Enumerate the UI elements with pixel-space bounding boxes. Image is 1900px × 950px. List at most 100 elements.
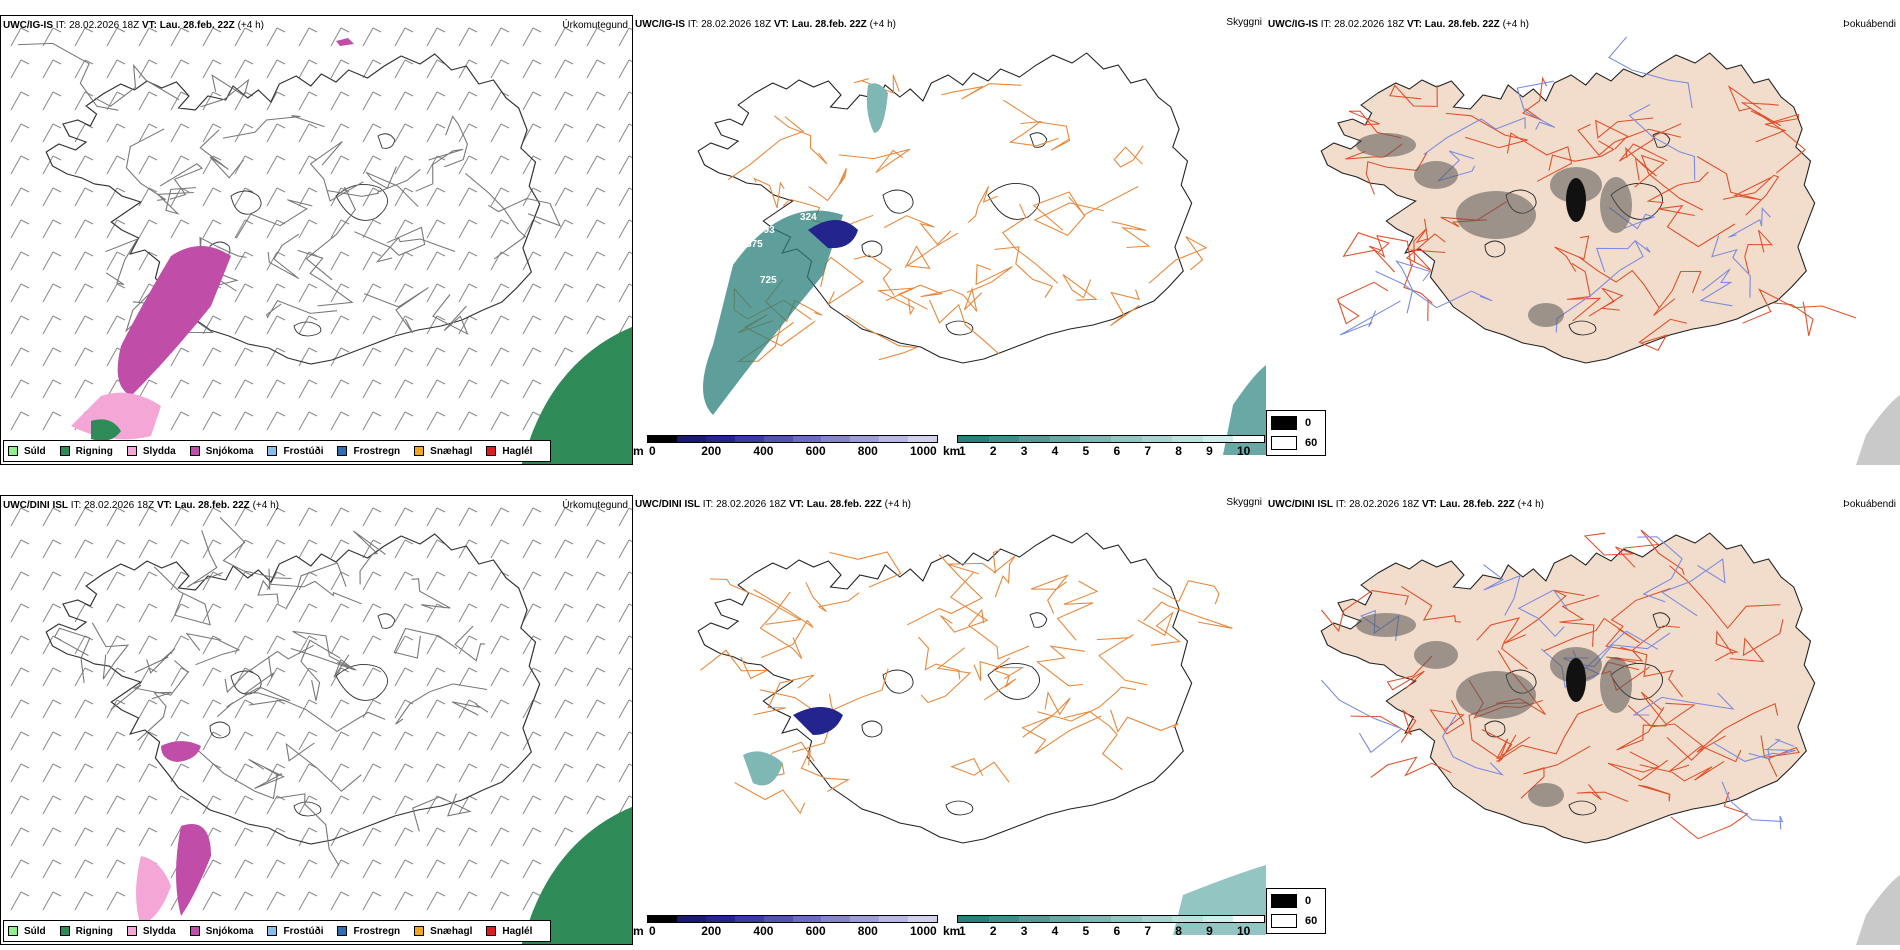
wind-barb <box>586 27 606 47</box>
wind-barb <box>202 763 222 783</box>
wind-barb <box>298 251 318 271</box>
wind-barb <box>298 571 318 591</box>
colorbar-tick: 2 <box>989 924 997 938</box>
road-line <box>973 660 1025 681</box>
wind-barb <box>426 251 446 271</box>
wind-barb <box>490 379 510 399</box>
wind-barb <box>490 859 510 879</box>
wind-barb <box>138 699 158 719</box>
wind-barb <box>202 635 222 655</box>
fog-area <box>1528 783 1564 807</box>
wind-barb <box>522 123 542 143</box>
wind-barb <box>202 91 222 111</box>
rain-area <box>91 419 121 441</box>
road-line <box>412 793 472 832</box>
wind-barb <box>426 667 446 687</box>
wind-barb <box>170 219 190 239</box>
road-line <box>1620 646 1683 698</box>
wind-barb <box>138 27 158 47</box>
wind-barb <box>10 91 30 111</box>
fog-map <box>1320 36 1900 465</box>
wind-barb <box>74 251 94 271</box>
wind-barb <box>586 795 606 815</box>
road-line <box>105 238 139 286</box>
low-visibility-area <box>743 751 783 786</box>
glacier-outline <box>1484 240 1506 258</box>
wind-barb <box>618 507 632 527</box>
wind-barb <box>298 379 318 399</box>
glacier-outline <box>230 670 262 695</box>
wind-barb <box>394 187 414 207</box>
cloud-base-label: 725 <box>760 275 777 286</box>
wind-barb <box>554 251 574 271</box>
wind-barb <box>234 731 254 751</box>
colorbar-tick: 1 <box>959 444 966 458</box>
vt-value: Lau. 28.feb. 22Z <box>174 500 250 511</box>
road-line <box>352 530 386 585</box>
fog-legend-value: 60 <box>1305 437 1318 449</box>
wind-barb <box>554 123 574 143</box>
wind-barb <box>170 123 190 143</box>
wind-barb <box>458 827 478 847</box>
vt-value: Lau. 28.feb. 22Z <box>791 19 867 30</box>
wind-barb <box>10 699 30 719</box>
road-line <box>1637 536 1683 603</box>
glacier-outline <box>293 801 322 817</box>
wind-barb <box>458 59 478 79</box>
road-line <box>216 687 291 718</box>
wind-barb <box>586 763 606 783</box>
fog-area <box>1528 303 1564 327</box>
wind-barb <box>394 283 414 303</box>
road-line <box>1520 745 1591 799</box>
fog-area <box>1414 161 1458 189</box>
wind-barb <box>490 123 510 143</box>
wind-barb <box>522 763 542 783</box>
wind-barb <box>490 155 510 175</box>
road-line <box>125 128 167 201</box>
wind-barb <box>586 731 606 751</box>
wind-barb <box>490 411 510 431</box>
rain-area <box>521 806 632 944</box>
wind-barb <box>362 763 382 783</box>
wind-barb <box>522 635 542 655</box>
wind-barb <box>330 411 350 431</box>
wind-barb <box>170 603 190 623</box>
wind-barb <box>234 763 254 783</box>
precip-map <box>10 507 632 944</box>
road-line <box>1618 123 1682 162</box>
wind-barb <box>426 891 446 911</box>
wind-barb <box>106 795 126 815</box>
wind-barb <box>106 27 126 47</box>
road-line <box>305 186 356 281</box>
road-line <box>983 657 1017 701</box>
road-line <box>1669 565 1781 630</box>
road-line <box>700 649 768 680</box>
wind-barb <box>618 59 632 79</box>
road-line <box>753 177 785 209</box>
fog-area <box>1356 613 1416 637</box>
road-line <box>1036 645 1085 687</box>
legend-label: Snæhagl <box>430 925 473 937</box>
wind-barb <box>202 123 222 143</box>
wind-barb <box>266 731 286 751</box>
visibility-panel-bottom: UWC/DINI ISL IT: 28.02.2026 18Z VT: Lau.… <box>633 495 1266 945</box>
panel-header: UWC/DINI ISL IT: 28.02.2026 18Z VT: Lau.… <box>1268 499 1544 510</box>
wind-barb <box>586 251 606 271</box>
legend-label: Slydda <box>142 445 176 457</box>
glacier-outline <box>1029 612 1048 628</box>
glacier-outline <box>882 189 914 214</box>
it-label: IT: <box>1320 19 1332 30</box>
wind-barb <box>234 411 254 431</box>
wind-barb <box>554 795 574 815</box>
road-line <box>219 517 292 580</box>
wind-barb <box>170 91 190 111</box>
colorbar-unit: m <box>633 924 644 938</box>
wind-barb <box>426 699 446 719</box>
wind-barb <box>266 859 286 879</box>
legend-label: Haglél <box>502 445 533 457</box>
road-line <box>222 115 325 139</box>
wind-barb <box>522 859 542 879</box>
wind-barb <box>170 155 190 175</box>
fog-legend-bottom: 0 60 <box>1266 888 1326 934</box>
it-label: IT: <box>70 500 82 511</box>
